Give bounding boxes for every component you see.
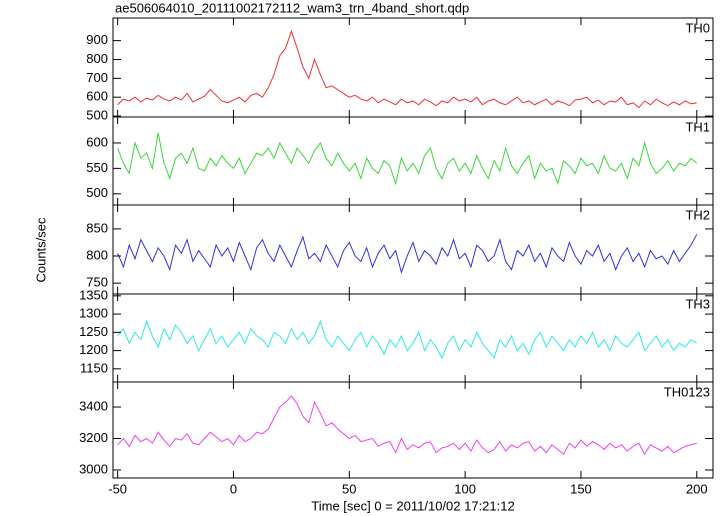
x-tick-label: 50 <box>342 481 356 496</box>
y-tick-label: 900 <box>86 32 108 47</box>
panel-label: TH1 <box>685 119 710 134</box>
panel-frame <box>112 204 714 295</box>
y-tick-label: 550 <box>86 160 108 175</box>
panel-frame <box>112 293 714 383</box>
x-tick-label: 100 <box>454 481 476 496</box>
x-tick-label: 150 <box>570 481 592 496</box>
y-tick-label: 1300 <box>79 306 108 321</box>
data-line <box>117 29 697 109</box>
x-tick-label: 200 <box>686 481 708 496</box>
y-tick-label: 700 <box>86 70 108 85</box>
panel-label: TH0 <box>685 20 710 35</box>
y-tick-label: 600 <box>86 134 108 149</box>
data-line <box>117 319 698 360</box>
y-tick-label: 800 <box>86 51 108 66</box>
x-tick-label: 0 <box>230 481 237 496</box>
panel-label: TH2 <box>685 207 710 222</box>
y-tick-label: 750 <box>86 275 108 290</box>
data-line <box>117 234 698 274</box>
y-tick-label: 500 <box>86 185 108 200</box>
y-tick-label: 3400 <box>79 398 108 413</box>
y-tick-label: 1200 <box>79 342 108 357</box>
y-tick-label: 800 <box>86 247 108 262</box>
panel-label: TH0123 <box>664 384 710 399</box>
y-axis-label: Counts/sec <box>33 217 48 283</box>
y-tick-label: 1350 <box>79 287 108 302</box>
y-tick-label: 3200 <box>79 430 108 445</box>
panel-frame <box>112 381 714 479</box>
y-tick-label: 850 <box>86 220 108 235</box>
panel-label: TH3 <box>685 296 710 311</box>
x-tick-label: -50 <box>108 481 127 496</box>
chart-title: ae506064010_20111002172112_wam3_trn_4ban… <box>115 0 469 15</box>
y-tick-label: 1250 <box>79 324 108 339</box>
panel-frame <box>112 116 714 206</box>
y-tick-label: 500 <box>86 107 108 122</box>
y-tick-label: 1150 <box>80 360 108 375</box>
data-line <box>117 395 697 456</box>
y-tick-label: 3000 <box>79 461 108 476</box>
panel-frame <box>112 17 714 118</box>
data-line <box>117 132 698 186</box>
y-tick-label: 600 <box>86 89 108 104</box>
x-axis-label: Time [sec] 0 = 2011/10/02 17:21:12 <box>311 498 514 513</box>
